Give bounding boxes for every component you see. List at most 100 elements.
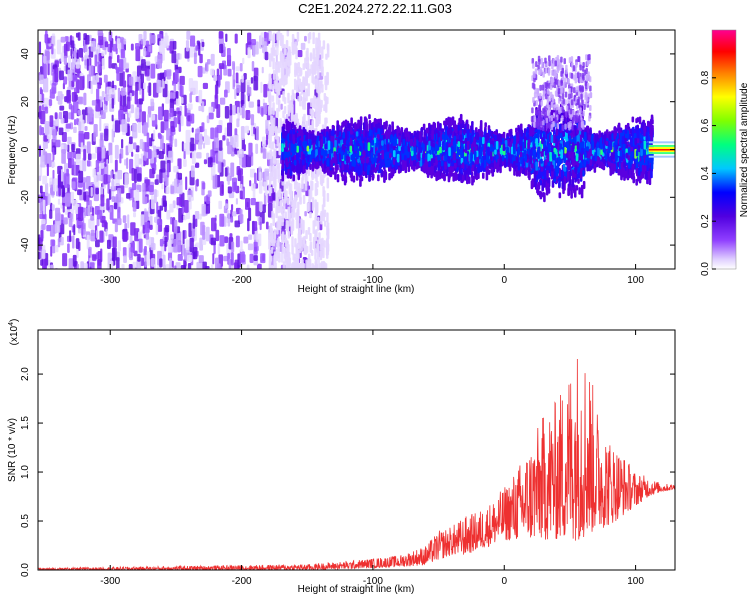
spectrogram-cell (268, 53, 272, 68)
spectrogram-cell (318, 106, 322, 115)
spectrogram-cell (49, 209, 53, 219)
spectrogram-cell (108, 56, 112, 69)
spectrogram-cell (84, 59, 87, 66)
spectrogram-cell (158, 133, 162, 140)
spectrogram-cell (104, 41, 109, 48)
spectrogram-cell (44, 106, 49, 114)
spectrogram-cell (311, 110, 315, 117)
spectrogram-cell (352, 175, 356, 183)
spectrogram-cell (76, 118, 79, 126)
spectrogram-cell (188, 222, 192, 238)
spectrogram-cell (90, 186, 93, 197)
spectrogram-cell (125, 268, 131, 269)
spectrogram-cell (252, 43, 256, 58)
spectrogram-cell (187, 254, 193, 262)
spectrogram-cell (249, 180, 252, 187)
spectrogram-cell (293, 114, 297, 126)
spectrogram-cell (281, 34, 284, 49)
spectrogram-cell (198, 255, 204, 264)
spectrogram-cell (272, 70, 276, 81)
spectrogram-cell (200, 221, 205, 236)
spectrogram-cell (57, 237, 61, 248)
spectrogram-cell (278, 252, 281, 263)
spectrogram-cell (250, 77, 254, 84)
spectrogram-cell (188, 78, 194, 92)
spectrogram-cell (182, 230, 185, 245)
spectrogram-cell (268, 100, 272, 109)
spectrogram-cell (68, 218, 73, 228)
spectrogram-cell (253, 255, 258, 261)
spectrogram-cell (80, 261, 84, 269)
spectrogram-cell (41, 127, 45, 136)
spectrogram-cell (77, 109, 82, 116)
spectrogram-cell (251, 183, 256, 191)
spectrogram-cell (617, 168, 621, 176)
spectrogram-cell (96, 209, 102, 220)
spectrogram-cell (159, 205, 164, 211)
spectrogram-cell (86, 58, 89, 71)
spectrogram-cell (138, 98, 143, 105)
spectrogram-cell (109, 154, 113, 164)
spectrogram-cell (170, 121, 175, 129)
spectrogram-cell (267, 123, 271, 131)
spectrogram-cell (292, 174, 295, 182)
spectrogram-cell (170, 216, 173, 225)
spectrogram-cell (317, 216, 320, 231)
spectrogram-cell (227, 186, 232, 194)
spectrogram-cell (169, 41, 174, 54)
spectrogram-cell (44, 182, 49, 197)
spectrogram-cell (255, 126, 260, 141)
spectrogram-cell (117, 206, 121, 220)
spectrogram-cell (262, 148, 267, 159)
spectrogram-cell (377, 174, 380, 182)
spectrogram-cell (48, 99, 53, 107)
spectrogram-cell (42, 257, 47, 269)
spectrogram-cell (71, 75, 78, 82)
spectrogram-cell (189, 137, 195, 152)
spectrogram-cell (38, 105, 42, 120)
spectrogram-cell (137, 268, 139, 269)
spectrogram-cell (122, 215, 127, 223)
spectrogram-cell (59, 105, 65, 111)
spectrogram-cell (272, 192, 276, 201)
spectrogram-cell (230, 137, 234, 146)
spectrogram-cell (293, 78, 297, 91)
spectrogram-cell (284, 75, 287, 86)
spectrogram-cell (229, 233, 233, 242)
spectrogram-cell (132, 201, 137, 212)
spectrogram-cell (173, 165, 179, 173)
spectrogram-cell (282, 54, 285, 68)
spectrogram-cell (239, 209, 243, 220)
spectrogram-cell (90, 41, 96, 52)
spectrogram-cell (128, 76, 134, 86)
spectrogram-cell (73, 224, 76, 236)
spectrogram-cell (134, 90, 138, 105)
chart-title: C2E1.2024.272.22.11.G03 (298, 1, 452, 16)
spectrogram-cell (141, 89, 145, 102)
spectrogram-cell (190, 113, 195, 124)
spectrogram-cell (76, 263, 80, 269)
spectrogram-cell (38, 234, 41, 245)
spectrogram-cell (97, 61, 101, 73)
spectrogram-cell (199, 53, 203, 64)
spectrogram-cell (173, 219, 178, 234)
spectrogram-cell (182, 215, 187, 221)
spectrogram-cell (197, 65, 203, 78)
spectrogram-cell (210, 127, 215, 140)
spectrogram-cell (230, 144, 235, 157)
spectrogram-cell (145, 40, 150, 56)
spectrogram-cell (97, 82, 102, 89)
spectrogram-cell (103, 103, 108, 113)
spectrogram-cell (295, 181, 299, 193)
spectrogram-cell (139, 139, 144, 150)
spectrogram-cell (55, 207, 61, 222)
spectrogram-cell (99, 132, 104, 148)
spectrogram-cell (250, 114, 255, 126)
spectrogram-cell (83, 191, 87, 201)
spectrogram-cell (312, 220, 315, 234)
spectrogram-cell (219, 65, 223, 81)
spectrogram-cell (78, 121, 82, 132)
spectrogram-cell (68, 158, 72, 169)
spectrogram-cell (41, 268, 44, 269)
spectrogram-cell (227, 68, 232, 77)
